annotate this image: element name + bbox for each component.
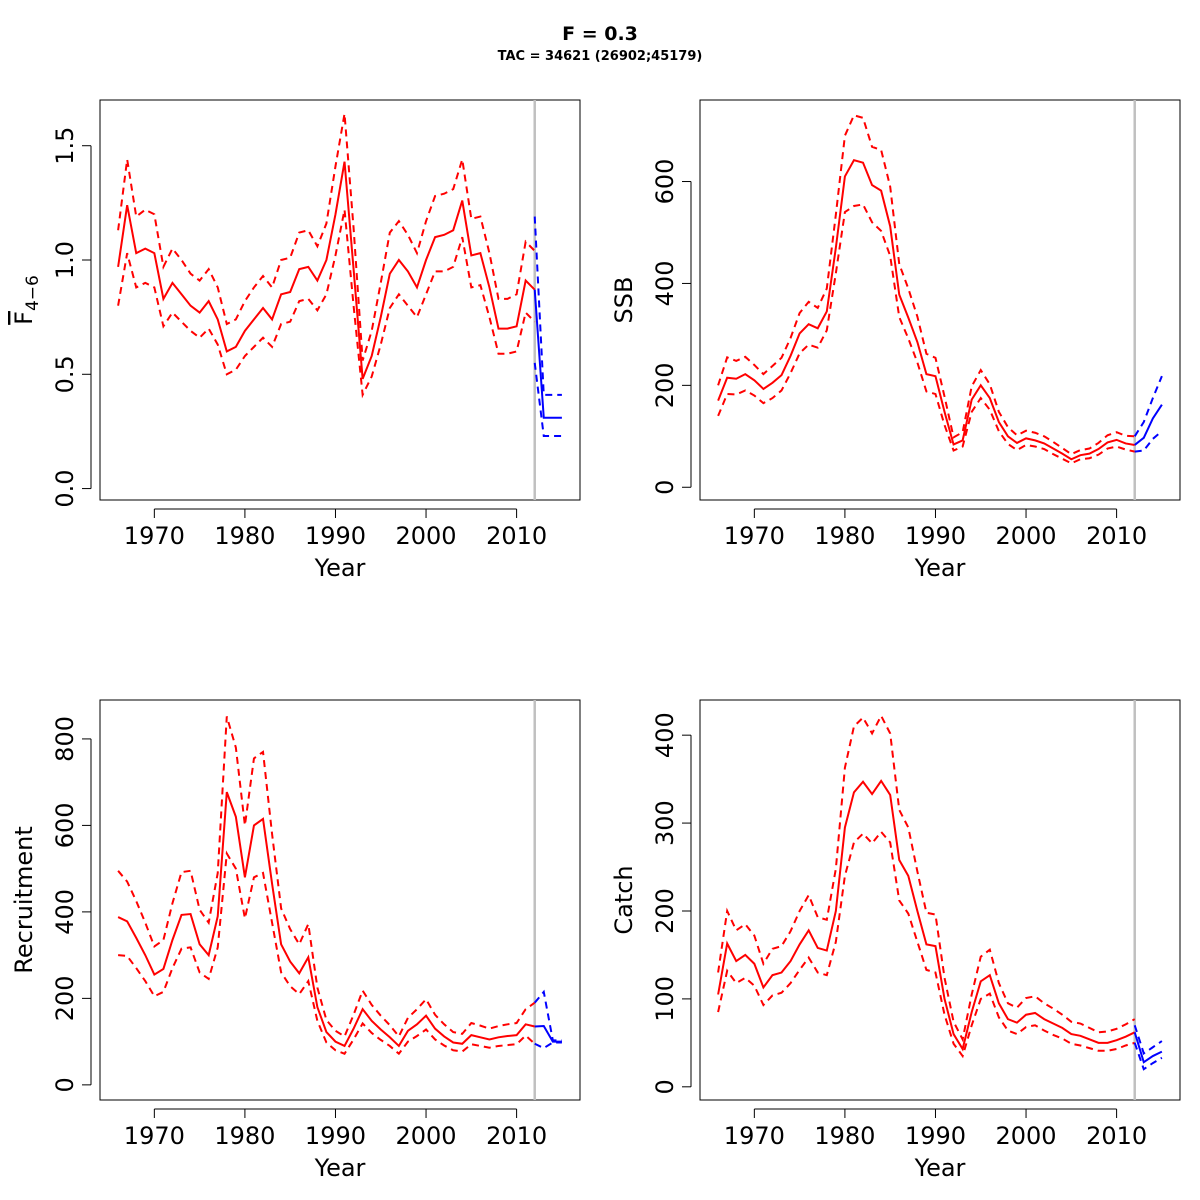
y-tick-label: 1.0 [51,241,79,279]
x-tick-label: 1970 [724,1122,785,1150]
x-axis-title: Year [314,554,366,582]
y-tick-label: 100 [651,976,679,1022]
x-tick-label: 1980 [214,522,275,550]
x-tick-label: 1970 [124,522,185,550]
forecast-upper-line [1133,375,1163,437]
figure-subtitle: TAC = 34621 (26902;45179) [498,49,703,64]
history-lower-line [117,209,536,399]
history-upper-line [717,713,1136,1043]
x-tick-label: 1970 [724,522,785,550]
y-tick-label: 300 [651,800,679,846]
history-upper-line [117,113,536,361]
x-tick-label: 1980 [214,1122,275,1150]
history-estimate-line [117,791,535,1048]
plot-frame [99,699,581,1101]
panel-ssb: 1970 1980 1990 2000 2010 0 200 400 600 Year SSB [610,99,1181,582]
y-tick-label: 0 [651,480,679,495]
plot-frame [699,699,1181,1101]
y-tick-label: 0 [651,1079,679,1094]
x-tick-label: 2000 [995,1122,1056,1150]
x-axis-title: Year [914,554,966,582]
history-upper-line [117,716,536,1039]
forecast-estimate-line [533,289,562,419]
plot-area [117,700,562,1100]
figure-title: F = 0.3 [562,23,638,45]
forecast-lower-line [533,362,562,437]
plot-area [117,100,562,500]
x-tick-label: 1990 [305,1122,366,1150]
panel-catch: 1970 1980 1990 2000 2010 0 100 200 300 400 Year Cat… [610,699,1181,1182]
y-tick-label: 200 [51,975,79,1021]
x-tick-label: 2010 [486,1122,547,1150]
forecast-lower-line [534,1041,562,1050]
x-tick-label: 2000 [395,522,456,550]
y-tick-label: 600 [51,802,79,848]
y-tick-label: 400 [651,712,679,758]
x-tick-label: 2010 [1086,522,1147,550]
y-tick-label: 400 [651,261,679,307]
plot-area [717,100,1163,500]
y-tick-label: 200 [651,362,679,408]
plot-frame [99,99,581,501]
y-axis-title: Catch [610,865,638,934]
y-axis-title: SSB [610,277,638,324]
plot-frame [699,99,1181,501]
x-tick-label: 1980 [814,1122,875,1150]
y-tick-label: 400 [51,889,79,935]
forecast-upper-line [1133,1024,1163,1055]
x-tick-label: 2010 [1086,1122,1147,1150]
forecast-upper-line [533,216,562,396]
x-tick-label: 1990 [905,522,966,550]
y-axis-title: Recruitment [10,826,38,973]
panel-mean-f: 1970 1980 1990 2000 2010 0.0 0.5 1.0 1.5 Year F4−6 [10,99,581,582]
history-lower-line [717,203,1135,465]
x-tick-label: 2010 [486,522,547,550]
history-lower-line [717,830,1135,1059]
y-tick-label: 0.5 [51,355,79,393]
history-estimate-line [117,161,536,380]
forecast-lower-line [1134,430,1163,453]
panel-recruitment: 1970 1980 1990 2000 2010 0 200 400 600 800 Year Rec… [10,699,581,1182]
forecast-lower-line [1133,1042,1163,1071]
y-tick-label: 600 [651,159,679,205]
y-tick-label: 0 [51,1077,79,1092]
x-tick-label: 1990 [305,522,366,550]
history-estimate-line [717,158,1135,461]
x-axis-title: Year [314,1154,366,1182]
x-tick-label: 1990 [905,1122,966,1150]
forecast-estimate-line [534,1025,562,1043]
y-tick-label: 200 [651,888,679,934]
forecast-estimate-line [1134,404,1163,446]
x-axis-title: Year [914,1154,966,1182]
y-axis-title: F4−6 [10,275,43,325]
history-upper-line [717,114,1135,456]
forecast-upper-line [533,989,562,1042]
y-tick-label: 0.0 [51,469,79,507]
history-lower-line [118,850,536,1056]
y-axis-title-subscript: 4−6 [23,275,43,311]
x-tick-label: 2000 [995,522,1056,550]
x-tick-label: 2000 [395,1122,456,1150]
plot-area [717,700,1163,1100]
x-tick-label: 1970 [124,1122,185,1150]
x-tick-label: 1980 [814,522,875,550]
forecast-estimate-line [1133,1032,1163,1064]
y-tick-label: 1.5 [51,127,79,165]
y-tick-label: 800 [51,716,79,762]
y-axis-title-main: F [10,311,38,325]
history-estimate-line [717,779,1136,1052]
